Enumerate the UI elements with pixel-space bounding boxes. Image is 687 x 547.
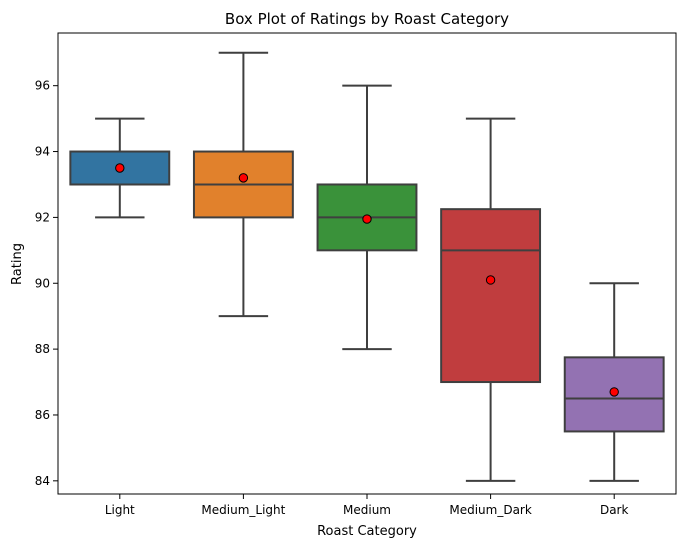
y-tick-label: 88: [35, 342, 50, 356]
mean-marker: [609, 387, 619, 397]
box-body: [563, 356, 665, 433]
plot-area: [57, 32, 677, 495]
mean-marker: [238, 173, 249, 183]
y-tick-label: 94: [35, 145, 50, 159]
y-tick-label: 84: [35, 474, 50, 488]
y-tick-label: 86: [35, 408, 50, 422]
y-axis-label: Rating: [10, 243, 25, 285]
y-tick-label: 92: [35, 210, 50, 224]
x-axis: Light Medium_Light Medium Medium_Dark Dark: [105, 494, 629, 517]
x-axis-label: Roast Category: [317, 524, 417, 539]
box-medium-light: [192, 51, 294, 318]
box-medium-dark: [440, 117, 542, 482]
box-body: [440, 208, 542, 384]
mean-marker: [485, 275, 496, 285]
mean-marker: [362, 214, 372, 224]
x-tick-label: Light: [105, 503, 135, 517]
y-tick-label: 96: [35, 79, 50, 93]
y-axis: 84 86 88 90 92 94 96: [35, 79, 58, 488]
x-tick-label: Medium_Light: [201, 503, 285, 517]
x-tick-label: Medium_Dark: [449, 503, 532, 517]
box-medium: [316, 84, 418, 351]
y-tick-label: 90: [35, 276, 50, 290]
chart-title: Box Plot of Ratings by Roast Category: [225, 10, 509, 28]
x-tick-label: Medium: [343, 503, 391, 517]
box-light: [69, 117, 171, 219]
box-dark: [563, 282, 665, 482]
x-tick-label: Dark: [600, 503, 629, 517]
mean-marker: [115, 163, 125, 173]
